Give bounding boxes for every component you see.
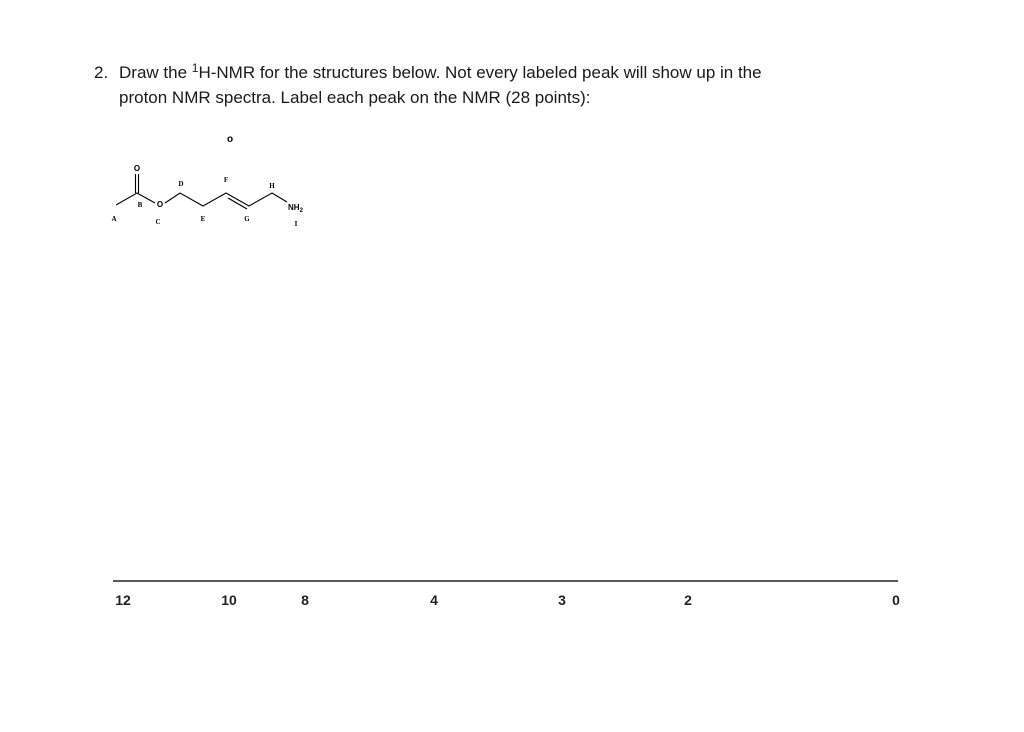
superscript: 1 [192, 61, 199, 75]
atom-label: I [295, 220, 298, 228]
bond [164, 192, 288, 207]
subscript: 2 [300, 208, 304, 214]
atom-label: B [138, 201, 143, 209]
axis-label: 8 [301, 592, 309, 608]
atom: O [134, 164, 140, 173]
atom-label: A [111, 215, 116, 223]
axis-label: 0 [892, 592, 900, 608]
atom: NH2 [288, 203, 304, 214]
axis-label: 12 [115, 592, 131, 608]
axis-label: 2 [684, 592, 692, 608]
axis-label: 10 [221, 592, 237, 608]
stray-mark: o [227, 134, 233, 145]
axis-label: 4 [430, 592, 438, 608]
question-text: Draw the [119, 63, 192, 82]
question-line2: proton NMR spectra. Label each peak on t… [119, 88, 591, 107]
atom-label: C [155, 218, 160, 226]
atom-label: E [201, 215, 206, 223]
bond [115, 192, 156, 206]
question-number: 2. [94, 63, 108, 82]
atom-label: D [178, 180, 183, 188]
atom-label: H [269, 182, 275, 190]
axis-label: 3 [558, 592, 566, 608]
structure: O O NH2 A B C D E F G H I [111, 164, 303, 228]
atom-label: F [224, 176, 228, 184]
atom-label: G [244, 215, 250, 223]
bond [227, 197, 248, 210]
question-text: H-NMR for the structures below. Not ever… [198, 63, 761, 82]
atom: O [157, 200, 163, 209]
question-line1: Draw the 1H-NMR for the structures below… [119, 61, 762, 82]
atom: NH [288, 203, 300, 212]
